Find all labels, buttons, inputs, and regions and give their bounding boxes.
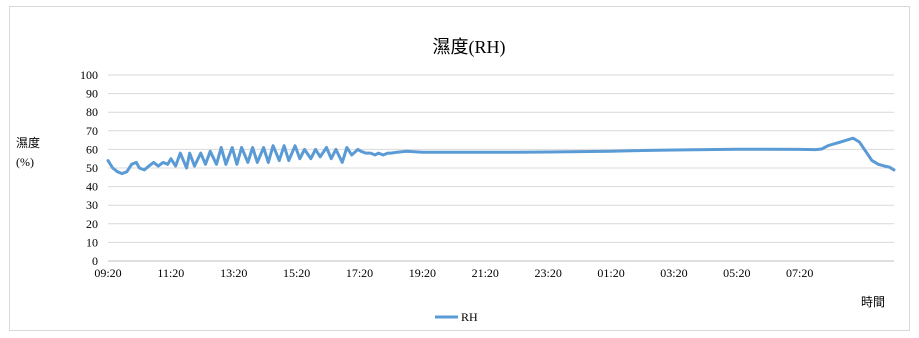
x-tick-1720: 17:20	[346, 266, 373, 280]
gridlines	[108, 74, 894, 262]
x-tick-0320: 03:20	[660, 266, 687, 280]
series-layer	[106, 136, 896, 176]
x-axis-label: 時間	[861, 295, 885, 309]
y-tick-50: 50	[86, 161, 98, 175]
y-axis-label: 濕度(%)	[16, 135, 40, 169]
y-tick-30: 30	[86, 198, 98, 212]
x-tick-1920: 19:20	[409, 266, 436, 280]
x-tick-1320: 13:20	[220, 266, 247, 280]
chart-frame: 濕度(RH) 濕度(%) 時間 0 10 20 30 40 50 60 70 80 90 100 0…	[9, 6, 910, 331]
y-tick-40: 40	[86, 180, 98, 194]
x-tick-0920: 09:20	[94, 266, 121, 280]
y-tick-labels: 0 10 20 30 40 50 60 70 80 90 100	[80, 68, 98, 268]
y-tick-90: 90	[86, 87, 98, 101]
y-tick-0: 0	[92, 254, 98, 268]
chart-title: 濕度(RH)	[433, 37, 506, 58]
legend-label-rh: RH	[461, 310, 478, 324]
x-tick-2320: 23:20	[534, 266, 561, 280]
y-tick-60: 60	[86, 142, 98, 156]
y-tick-100: 100	[80, 68, 98, 82]
x-tick-2120: 21:20	[472, 266, 499, 280]
y-tick-80: 80	[86, 105, 98, 119]
x-tick-1120: 11:20	[157, 266, 184, 280]
y-tick-70: 70	[86, 124, 98, 138]
x-tick-0720: 07:20	[786, 266, 813, 280]
x-tick-labels: 09:20 11:20 13:20 15:20 17:20 19:20 21:20 23:20…	[94, 266, 813, 280]
legend: RH	[435, 310, 478, 324]
x-tick-0120: 01:20	[597, 266, 624, 280]
y-tick-10: 10	[86, 235, 98, 249]
series-line-rh	[106, 136, 896, 176]
y-tick-20: 20	[86, 217, 98, 231]
x-tick-1520: 15:20	[283, 266, 310, 280]
x-tick-0520: 05:20	[723, 266, 750, 280]
humidity-line-chart: 濕度(RH) 濕度(%) 時間 0 10 20 30 40 50 60 70 80 90 100 0…	[16, 37, 896, 324]
